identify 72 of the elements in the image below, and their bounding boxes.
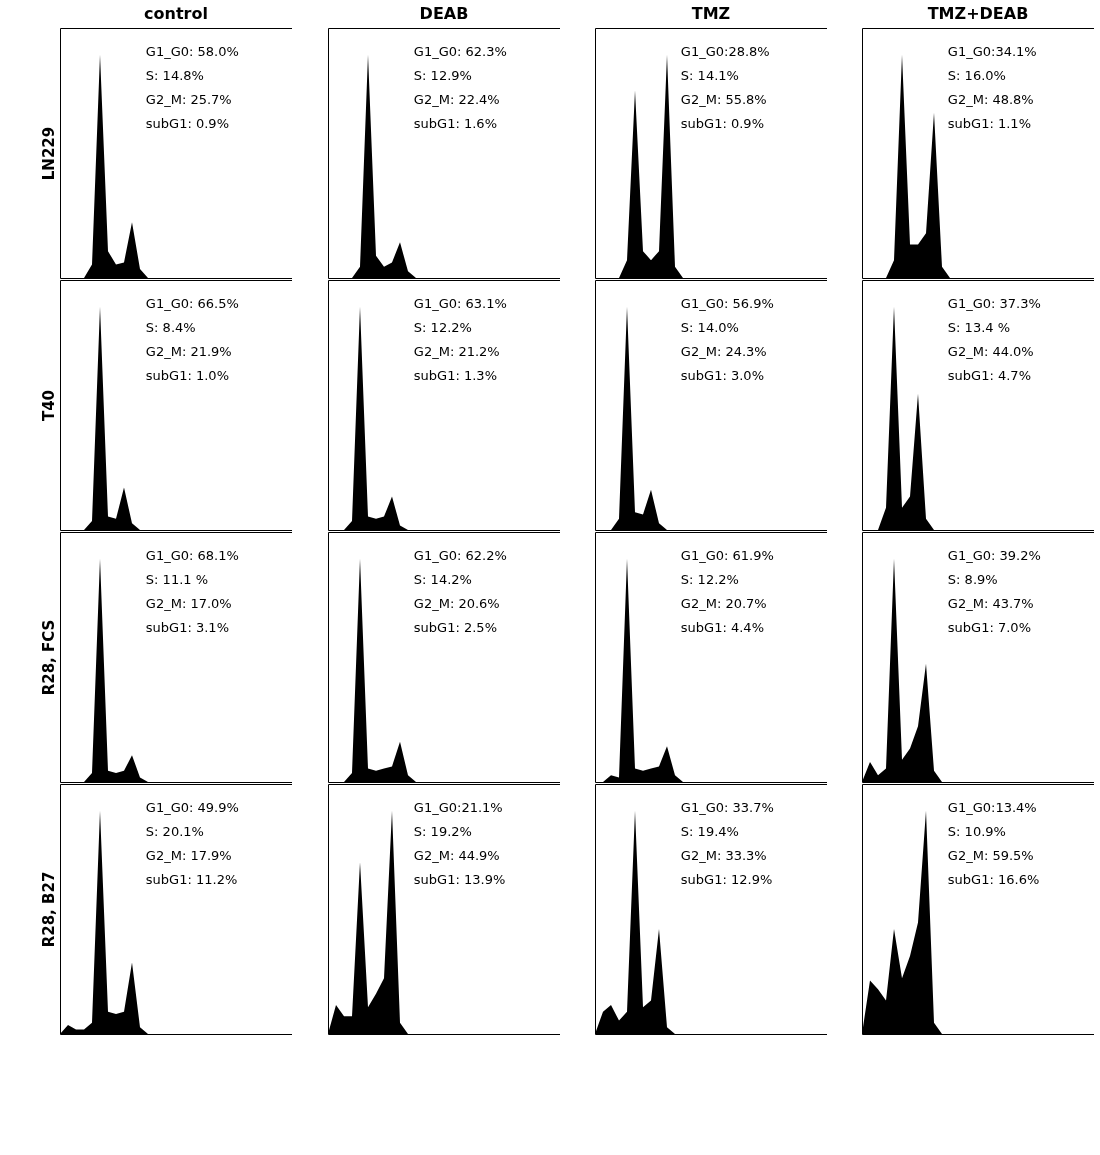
y-axis-title: R28, B27 <box>39 871 58 948</box>
annotation: S: 12.9% <box>413 68 472 83</box>
annotation: subG1: 0.9% <box>146 116 230 131</box>
annotation: G2_M: 25.7% <box>146 92 232 107</box>
annotation: S: 14.8% <box>146 68 205 83</box>
annotation: G1_G0: 63.1% <box>413 296 507 311</box>
annotation: subG1: 12.9% <box>680 872 773 887</box>
annotation: S: 14.0% <box>680 320 739 335</box>
annotation: G1_G0: 56.9% <box>680 296 774 311</box>
y-axis-title: LN229 <box>39 126 58 181</box>
annotation: G1_G0: 33.7% <box>680 800 774 815</box>
chart-title: control <box>144 4 209 23</box>
annotation: subG1: 4.7% <box>947 368 1031 383</box>
annotation: G2_M: 33.3% <box>680 848 767 863</box>
annotation: G2_M: 22.4% <box>413 92 500 107</box>
chart-title: DEAB <box>419 4 468 23</box>
annotation: S: 10.9% <box>947 824 1006 839</box>
annotation: subG1: 2.5% <box>413 620 497 635</box>
annotation: S: 20.1% <box>146 824 205 839</box>
annotation: G1_G0: 58.0% <box>146 44 240 59</box>
annotation: G1_G0:21.1% <box>413 800 503 815</box>
chart-title: TMZ+DEAB <box>927 4 1029 23</box>
annotation: G1_G0: 37.3% <box>947 296 1041 311</box>
annotation: subG1: 3.0% <box>680 368 764 383</box>
annotation: G1_G0: 49.9% <box>146 800 240 815</box>
annotation: G2_M: 44.0% <box>947 344 1034 359</box>
annotation: subG1: 13.9% <box>413 872 505 887</box>
annotation: S: 14.2% <box>413 572 472 587</box>
annotation: G1_G0:34.1% <box>947 44 1037 59</box>
annotation: G2_M: 21.2% <box>413 344 500 359</box>
annotation: S: 8.9% <box>947 572 998 587</box>
annotation: S: 19.2% <box>413 824 472 839</box>
y-axis-title: R28, FCS <box>39 619 58 696</box>
annotation: G2_M: 48.8% <box>947 92 1034 107</box>
annotation: subG1: 3.1% <box>146 620 230 635</box>
annotation: subG1: 0.9% <box>680 116 764 131</box>
annotation: subG1: 7.0% <box>947 620 1031 635</box>
annotation: G2_M: 59.5% <box>947 848 1034 863</box>
annotation: S: 8.4% <box>146 320 196 335</box>
annotation: S: 13.4 % <box>947 320 1011 335</box>
annotation: S: 11.1 % <box>146 572 209 587</box>
annotation: G2_M: 20.6% <box>413 596 500 611</box>
annotation: G2_M: 44.9% <box>413 848 500 863</box>
annotation: G2_M: 43.7% <box>947 596 1034 611</box>
annotation: S: 12.2% <box>413 320 472 335</box>
annotation: subG1: 1.0% <box>146 368 230 383</box>
y-axis-title: T40 <box>39 389 58 422</box>
annotation: G2_M: 20.7% <box>680 596 767 611</box>
annotation: subG1: 1.1% <box>947 116 1031 131</box>
annotation: subG1: 1.6% <box>413 116 497 131</box>
annotation: subG1: 1.3% <box>413 368 497 383</box>
annotation: G2_M: 55.8% <box>680 92 767 107</box>
annotation: G1_G0: 62.2% <box>413 548 507 563</box>
chart-title: TMZ <box>691 4 730 23</box>
annotation: G2_M: 24.3% <box>680 344 767 359</box>
annotation: S: 16.0% <box>947 68 1006 83</box>
annotation: S: 12.2% <box>680 572 739 587</box>
annotation: G1_G0: 66.5% <box>146 296 240 311</box>
annotation: S: 19.4% <box>680 824 739 839</box>
annotation: G2_M: 17.9% <box>146 848 232 863</box>
annotation: G1_G0: 68.1% <box>146 548 240 563</box>
annotation: G2_M: 17.0% <box>146 596 232 611</box>
annotation: G2_M: 21.9% <box>146 344 232 359</box>
annotation: G1_G0: 61.9% <box>680 548 774 563</box>
annotation: G1_G0:28.8% <box>680 44 770 59</box>
annotation: subG1: 11.2% <box>146 872 238 887</box>
annotation: subG1: 16.6% <box>947 872 1040 887</box>
annotation: G1_G0: 62.3% <box>413 44 507 59</box>
annotation: S: 14.1% <box>680 68 739 83</box>
annotation: G1_G0: 39.2% <box>947 548 1041 563</box>
annotation: subG1: 4.4% <box>680 620 764 635</box>
annotation: G1_G0:13.4% <box>947 800 1037 815</box>
